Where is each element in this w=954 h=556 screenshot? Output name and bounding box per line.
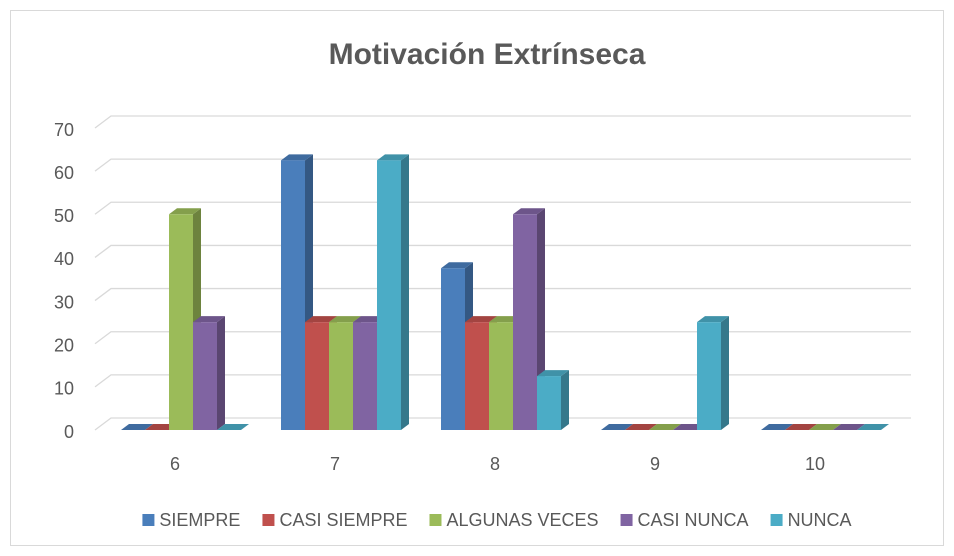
x-tick-label: 6 [170,454,180,474]
chart-title: Motivación Extrínseca [329,38,646,71]
bar-top [281,154,313,161]
bar-top [785,424,817,430]
bar-top [217,424,249,430]
y-tick-label: 60 [54,163,74,183]
bar-front [169,214,193,430]
bar-top [857,424,889,430]
bar [537,370,569,430]
bar-front [513,214,537,430]
bar-top [329,316,361,323]
bar-top [305,316,337,323]
grid-line [94,201,911,215]
bar-front [697,322,721,430]
legend-swatch [770,514,783,526]
bar-front [465,322,489,430]
y-tick-label: 50 [54,206,74,226]
bar [625,424,657,430]
grid-line [94,287,911,302]
y-tick-label: 10 [54,379,74,399]
bar-top [169,208,201,215]
bar-front [377,160,401,430]
bar [601,424,633,430]
legend-swatch [429,514,442,526]
legend-swatch [142,514,155,526]
y-tick-label: 0 [64,422,74,442]
bar-top [513,208,545,215]
bar [377,154,409,430]
legend-label: SIEMPRE [159,510,240,530]
bar [857,424,889,430]
legend-label: NUNCA [788,510,852,530]
bar-side [217,316,225,430]
bar-front [281,160,305,430]
bar-front [537,376,561,430]
bar-front [353,322,377,430]
bar-side [401,154,409,430]
chart-border [10,10,944,546]
legend-label: ALGUNAS VECES [446,510,598,530]
bar [193,316,225,430]
bar [833,424,865,430]
bar-front [193,322,217,430]
grid-line [94,417,911,431]
bar-top [625,424,657,430]
y-tick-label: 30 [54,292,74,312]
bar-front [305,322,329,430]
bar-side [721,316,729,430]
legend-swatch [620,514,633,526]
bar-top [377,154,409,161]
bar-top [121,424,153,430]
bar-front [329,322,353,430]
bar-top [809,424,841,430]
bar-front [441,268,465,430]
bar-top [761,424,793,430]
x-tick-label: 9 [650,454,660,474]
bar [217,424,249,430]
x-tick-label: 7 [330,454,340,474]
bar-top [193,316,225,323]
x-tick-label: 10 [805,454,825,474]
bar [785,424,817,430]
bar [809,424,841,430]
grid-line [94,115,911,129]
x-tick-label: 8 [490,454,500,474]
bar-top [465,316,497,323]
grid-line [94,331,911,345]
bar-top [601,424,633,430]
grid-line [94,374,911,388]
bar [761,424,793,430]
bar [281,154,313,430]
bar-top [537,370,569,377]
legend-label: CASI SIEMPRE [279,510,407,530]
legend-label: CASI NUNCA [638,510,749,530]
bar-top [697,316,729,323]
bar-top [441,262,473,269]
bar-top [649,424,681,430]
bar [121,424,153,430]
legend-swatch [262,514,275,526]
grid-line [94,158,911,172]
y-tick-label: 70 [54,120,74,140]
bar-top [833,424,865,430]
y-tick-label: 20 [54,335,74,355]
grid-line [94,244,911,258]
bar-front [489,322,513,430]
y-tick-label: 40 [54,249,74,269]
bar-side [561,370,569,430]
bar [697,316,729,430]
bar [649,424,681,430]
